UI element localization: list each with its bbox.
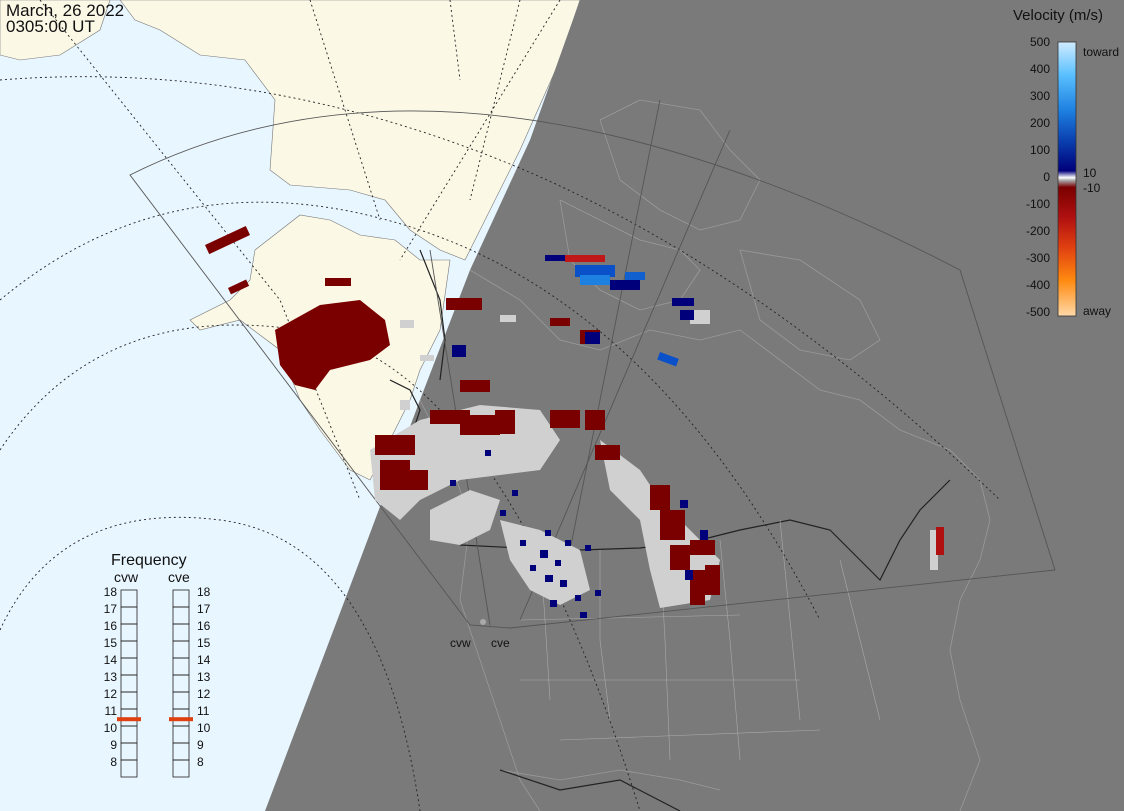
legend-tick: -200 [1026, 224, 1050, 238]
legend-tick: 500 [1030, 35, 1050, 49]
legend-tick: 100 [1030, 143, 1050, 157]
frequency-tick: 18 [197, 585, 211, 599]
frequency-cell [120, 759, 138, 778]
frequency-tick: 14 [197, 653, 211, 667]
frequency-tick: 13 [104, 670, 118, 684]
frequency-tick: 9 [110, 738, 117, 752]
frequency-radar-label-cve: cve [168, 569, 190, 585]
radar-site-marker [480, 619, 486, 625]
frequency-indicator [117, 717, 141, 722]
frequency-tick: 8 [110, 755, 117, 769]
toward-velocity-scatter [450, 255, 708, 618]
legend-tick: 400 [1030, 62, 1050, 76]
date-label: March, 26 2022 [6, 1, 124, 20]
away-velocity-scatter [205, 225, 944, 605]
frequency-tick: 10 [197, 721, 211, 735]
state-borders [519, 519, 881, 761]
frequency-title: Frequency [111, 552, 187, 569]
frequency-tick: 12 [197, 687, 211, 701]
frequency-cell [172, 759, 190, 778]
radar-label-cve: cve [491, 636, 510, 650]
legend-tick: -300 [1026, 251, 1050, 265]
radar-label-cvw: cvw [450, 636, 471, 650]
legend-away-label: away [1083, 304, 1111, 318]
frequency-radar-label-cvw: cvw [114, 569, 139, 585]
legend-tick: -500 [1026, 305, 1050, 319]
frequency-tick: 16 [104, 619, 118, 633]
legend-tick: 200 [1030, 116, 1050, 130]
frequency-tick: 17 [104, 602, 118, 616]
frequency-tick: 13 [197, 670, 211, 684]
legend-tick: 300 [1030, 89, 1050, 103]
velocity-legend: Velocity (m/s) 500 400 300 200 [1013, 7, 1119, 319]
frequency-tick: 10 [104, 721, 118, 735]
frequency-tick: 17 [197, 602, 211, 616]
frequency-tick: 16 [197, 619, 211, 633]
frequency-tick: 11 [197, 704, 210, 718]
legend-tick: -100 [1026, 197, 1050, 211]
legend-neg10-label: -10 [1083, 181, 1101, 195]
radar-sites: cvw cve [450, 619, 510, 650]
legend-pos10-label: 10 [1083, 166, 1097, 180]
legend-toward-label: toward [1083, 45, 1119, 59]
lat-lon-grid [0, 0, 1001, 811]
frequency-tick: 15 [197, 636, 211, 650]
frequency-indicator [169, 717, 193, 722]
frequency-tick: 18 [104, 585, 118, 599]
frequency-tick: 12 [104, 687, 118, 701]
frequency-panel: Frequency cvw cve 18 17 16 15 14 13 12 11 10 9 8 18… [104, 552, 211, 778]
time-label: 0305:00 UT [6, 17, 95, 36]
frequency-tick: 14 [104, 653, 118, 667]
night-region [265, 0, 1124, 811]
legend-tick: 0 [1043, 170, 1050, 184]
legend-title: Velocity (m/s) [1013, 7, 1103, 24]
frequency-tick: 11 [105, 704, 118, 718]
frequency-tick: 8 [197, 755, 204, 769]
legend-color-bar [1057, 41, 1077, 317]
frequency-tick: 15 [104, 636, 118, 650]
legend-tick: -400 [1026, 278, 1050, 292]
frequency-tick: 9 [197, 738, 204, 752]
